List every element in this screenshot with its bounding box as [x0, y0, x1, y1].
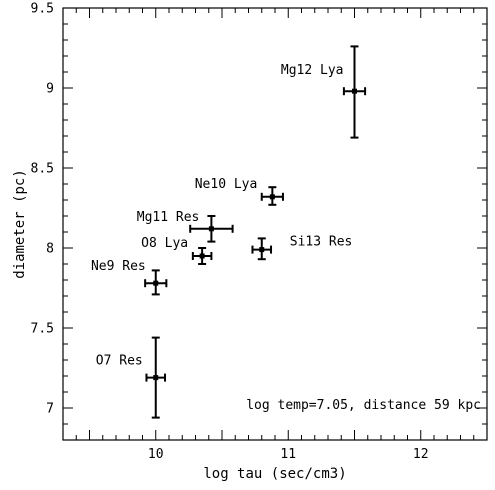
- point-marker: [199, 253, 205, 259]
- point-label: Mg11 Res: [137, 210, 200, 225]
- point-label: O7 Res: [96, 354, 143, 369]
- y-tick-label: 7: [46, 402, 54, 417]
- point-label: Ne9 Res: [91, 259, 146, 274]
- point-marker: [153, 375, 159, 381]
- point-marker: [269, 194, 275, 200]
- data-points: Mg12 Lya Ne10 Lya Mg11 Res O8 Lya Si13 Res Ne…: [91, 45, 367, 419]
- x-tick-label: 12: [413, 447, 429, 462]
- point-label: O8 Lya: [141, 236, 188, 251]
- x-axis-label: log tau (sec/cm3): [203, 466, 346, 482]
- point-label: Mg12 Lya: [281, 63, 344, 78]
- data-point: Mg11 Res: [137, 210, 234, 243]
- plot-frame: [62, 7, 488, 441]
- y-tick-label: 8: [46, 242, 54, 257]
- x-tick-label: 10: [148, 447, 164, 462]
- data-point: O7 Res: [96, 336, 167, 419]
- point-label: Si13 Res: [290, 235, 353, 250]
- point-marker: [153, 280, 159, 286]
- point-marker: [208, 226, 214, 232]
- data-point: Mg12 Lya: [281, 45, 367, 139]
- y-tick-label: 8.5: [31, 162, 54, 177]
- point-label: Ne10 Lya: [195, 177, 258, 192]
- data-point: O8 Lya: [141, 236, 213, 265]
- y-tick-label: 7.5: [31, 322, 54, 337]
- data-point: Ne9 Res: [91, 259, 168, 296]
- point-marker: [259, 247, 265, 253]
- y-axis-label: diameter (pc): [12, 169, 28, 279]
- axis-tick-labels: 10 11 12 7 7.5 8 8.5 9 9.5: [31, 2, 429, 463]
- data-point: Ne10 Lya: [195, 177, 284, 206]
- x-tick-label: 11: [280, 447, 296, 462]
- y-tick-label: 9: [46, 82, 54, 97]
- y-tick-label: 9.5: [31, 2, 54, 17]
- data-point: Si13 Res: [251, 235, 353, 261]
- axis-ticks: [62, 7, 488, 441]
- point-marker: [352, 88, 357, 94]
- annotation-text: log temp=7.05, distance 59 kpc: [246, 398, 481, 413]
